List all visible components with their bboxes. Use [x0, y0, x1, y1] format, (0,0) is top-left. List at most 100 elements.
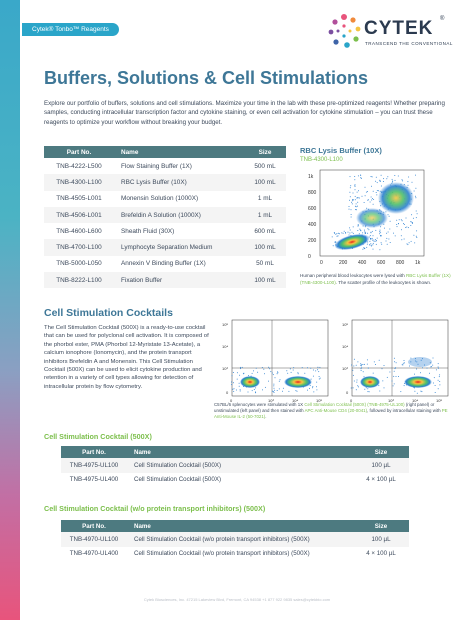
rbc-caption-link[interactable]: RBC Lysis Buffer (1X) (TNB-4300-L100)	[300, 273, 451, 285]
column-header-part-no: Part No.	[61, 520, 127, 532]
cell-name: Cell Stimulation Cocktail (w/o protein t…	[127, 532, 353, 547]
cell-stim-title: Cell Stimulation Cocktails	[44, 307, 173, 319]
cocktail-table-body: TNB-4975-UL100 Cell Stimulation Cocktail …	[61, 458, 409, 487]
caption-link-cd4[interactable]: APC Anti-Mouse CD4 (20-0041)	[304, 408, 368, 413]
cell-part-no: TNB-4300-L100	[44, 174, 114, 191]
cell-name: Cell Stimulation Cocktail (500X)	[127, 458, 353, 473]
cell-size: 4 × 100 µL	[366, 550, 396, 558]
gradient-side-bar	[0, 0, 20, 620]
table-row: TNB-4506-L001 Brefeldin A Solution (1000X…	[44, 206, 286, 224]
svg-text:0: 0	[350, 398, 353, 403]
cell-name: Monensin Solution (1000X)	[121, 195, 199, 203]
rbc-x-tick-label: 600	[377, 260, 386, 266]
cell-part-no: TNB-4975-UL400	[69, 476, 119, 484]
svg-text:10⁵: 10⁵	[342, 322, 348, 327]
plot-stimulated	[350, 319, 449, 397]
page-title: Buffers, Solutions & Cell Stimulations	[44, 68, 369, 88]
rbc-scatter-plot: 1k 800 600 400 200 0 0 200 400 600 800 1k	[308, 169, 425, 266]
cell-name: Cell Stimulation Cocktail (w/o protein t…	[134, 550, 310, 558]
rbc-y-tick-label: 600	[308, 206, 317, 212]
column-header-size: Size	[353, 520, 409, 532]
cell-size: 500 mL	[254, 162, 276, 170]
table-row: TNB-4222-L500 Flow Staining Buffer (1X) 50…	[44, 158, 286, 174]
cell-name: Fixation Buffer	[114, 272, 244, 289]
cell-part-no: TNB-4600-L600	[56, 227, 102, 235]
rbc-y-tick-label: 1k	[308, 174, 314, 180]
table-row: TNB-4300-L100 RBC Lysis Buffer (10X) 100 m…	[44, 174, 286, 191]
logo-wordmark: CYTEK	[364, 18, 434, 39]
cell-part-no: TNB-4970-UL100	[61, 532, 127, 547]
cell-size: 100 µL	[353, 532, 409, 547]
table-header-row: Part No. Name Size	[44, 146, 286, 158]
rbc-caption: Human peripheral blood leukocytes were l…	[300, 273, 454, 286]
cell-name: Lymphocyte Separation Medium	[114, 239, 244, 256]
table3-title: Cell Stimulation Cocktail (w/o protein t…	[44, 504, 266, 513]
cell-part-no: TNB-4506-L001	[44, 206, 114, 224]
logo-tagline: TRANSCEND THE CONVENTIONAL	[365, 41, 453, 46]
caption-link-il2[interactable]: PE Anti-Mouse IL-2 (50-7021)	[214, 408, 448, 419]
svg-text:10⁵: 10⁵	[316, 398, 322, 403]
rbc-title: RBC Lysis Buffer (10X)	[300, 146, 382, 155]
caption-text: C57BL/6 splenocytes were stimulated with…	[214, 402, 305, 407]
cell-name: Brefeldin A Solution (1000X)	[114, 206, 244, 224]
cytek-logo-dots-icon	[328, 14, 361, 48]
cell-part-no: TNB-8222-L100	[44, 272, 114, 289]
table-header-row: Part No. Name Size	[61, 446, 409, 458]
table-row: TNB-4700-L100 Lymphocyte Separation Mediu…	[44, 239, 286, 256]
cell-part-no: TNB-4222-L500	[56, 162, 102, 170]
svg-text:0: 0	[346, 390, 349, 395]
rbc-caption-text: Human peripheral blood leukocytes were l…	[300, 273, 406, 278]
caption-link-cocktail[interactable]: Cell Stimulation Cocktail (500X) (TNB-49…	[304, 402, 405, 407]
svg-text:10⁵: 10⁵	[222, 322, 228, 327]
caption-text: .	[265, 414, 267, 419]
brand-tag: Cytek® Tonbo™ Reagents	[22, 23, 119, 36]
cell-size: 100 mL	[244, 272, 286, 289]
table-row: TNB-5000-L050 Annexin V Binding Buffer (1…	[44, 256, 286, 272]
cell-name: Flow Staining Buffer (1X)	[121, 162, 192, 170]
rbc-x-tick-label: 400	[358, 260, 367, 266]
rbc-population-lymphocytes	[334, 233, 370, 251]
buffers-table-body: TNB-4222-L500 Flow Staining Buffer (1X) 50…	[44, 158, 286, 289]
rbc-x-tick-label: 200	[339, 260, 348, 266]
column-header-size: Size	[244, 146, 286, 158]
caption-text: (right panel) or unstimulated (left pane…	[214, 402, 435, 413]
rbc-population-monocytes	[356, 208, 388, 228]
cell-size: 100 mL	[244, 239, 286, 256]
cell-stim-plots: 10⁵ 10⁴ 10³ 0 10⁵ 10⁴ 10³ 0 0 10³ 10⁴ 10⁵ 0 10³ 10⁴…	[222, 319, 449, 403]
svg-text:10⁴: 10⁴	[412, 398, 418, 403]
cocktail-table: Part No. Name Size TNB-4975-UL100 Cell St…	[61, 446, 409, 487]
cell-size: 4 × 100 µL	[366, 476, 396, 484]
table-row: TNB-4970-UL400 Cell Stimulation Cocktail …	[61, 547, 409, 562]
rbc-y-tick-label: 0	[308, 254, 311, 260]
cell-name: Sheath Fluid (30X)	[121, 227, 175, 235]
cocktail-no-inhibitor-table-body: TNB-4970-UL100 Cell Stimulation Cocktail …	[61, 532, 409, 561]
svg-text:10³: 10³	[268, 398, 274, 403]
column-header-part-no: Part No.	[61, 446, 127, 458]
svg-text:10³: 10³	[222, 366, 228, 371]
cytek-logo: CYTEK ® TRANSCEND THE CONVENTIONAL	[326, 11, 456, 51]
rbc-y-axis: 1k 800 600 400 200 0	[308, 174, 317, 260]
table-row: TNB-4600-L600 Sheath Fluid (30X) 600 mL	[44, 223, 286, 239]
cell-size: 100 mL	[244, 174, 286, 191]
cell-size: 100 µL	[353, 458, 409, 473]
rbc-population-granulocytes	[378, 182, 414, 214]
logo-registered-mark: ®	[440, 16, 445, 22]
column-header-part-no: Part No.	[44, 146, 114, 158]
caption-text: , followed by intracellular staining wit…	[367, 408, 442, 413]
table-row: TNB-4975-UL100 Cell Stimulation Cocktail …	[61, 458, 409, 473]
column-header-size: Size	[353, 446, 409, 458]
svg-text:10⁴: 10⁴	[342, 344, 348, 349]
table-row: TNB-4975-UL400 Cell Stimulation Cocktail …	[61, 473, 409, 488]
plot-unstimulated	[231, 319, 329, 397]
cell-size: 1 mL	[257, 195, 273, 203]
cell-size: 600 mL	[254, 227, 276, 235]
rbc-x-tick-label: 0	[320, 260, 323, 266]
cell-name: RBC Lysis Buffer (10X)	[114, 174, 244, 191]
svg-text:10³: 10³	[388, 398, 394, 403]
footer-contact: Cytek Biosciences, Inc. 47215 Lakeview B…	[143, 597, 331, 602]
cell-size: 1 mL	[244, 206, 286, 224]
cell-name: Cell Stimulation Cocktail (500X)	[134, 476, 222, 484]
svg-text:0: 0	[230, 398, 233, 403]
rbc-y-tick-label: 400	[308, 222, 317, 228]
cell-part-no: TNB-5000-L050	[56, 260, 102, 268]
